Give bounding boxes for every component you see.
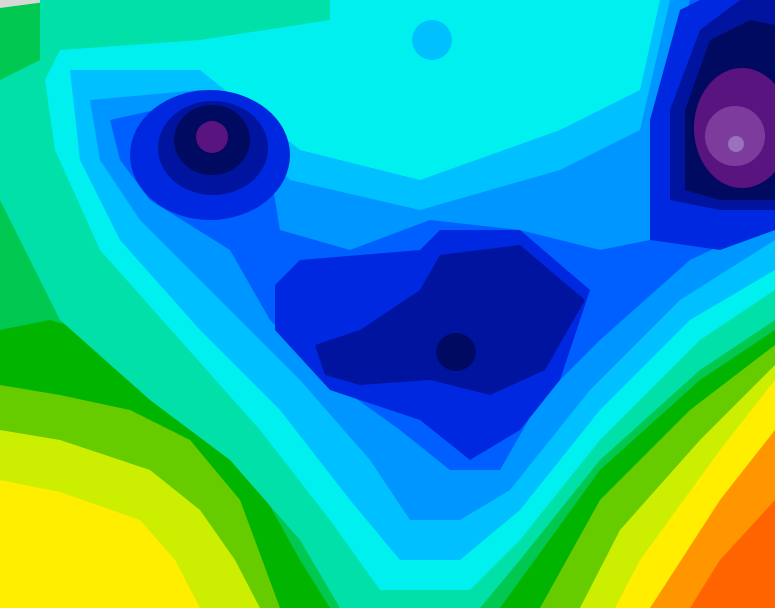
right-low-lavender (728, 136, 744, 152)
central-low-dark-blue (315, 245, 585, 395)
spot-light-blue (412, 20, 452, 60)
right-low-violet (705, 106, 765, 166)
band-yellow-left (0, 480, 200, 608)
band-orange-red (690, 500, 775, 608)
left-low-purple (196, 121, 228, 153)
central-low-navy (436, 333, 476, 371)
